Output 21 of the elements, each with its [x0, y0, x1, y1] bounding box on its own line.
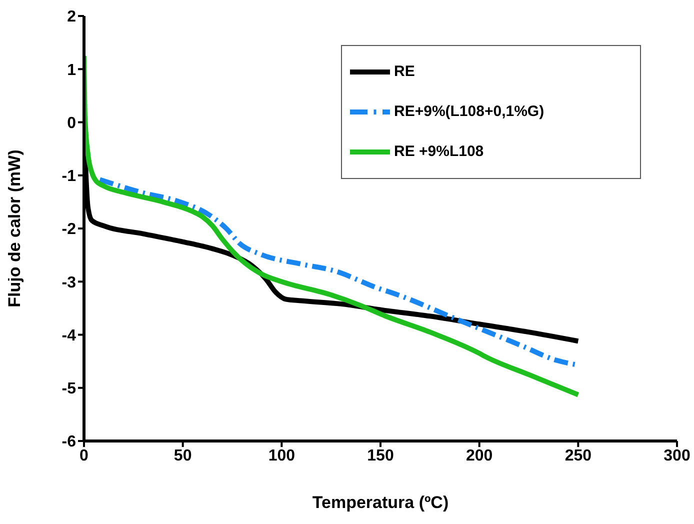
- legend-label: RE+9%(L108+0,1%G): [394, 103, 544, 120]
- y-tick-label: -3: [62, 274, 76, 292]
- x-tick-label: 100: [268, 447, 296, 464]
- x-tick-label: 150: [367, 447, 394, 464]
- legend-label: RE +9%L108: [394, 143, 484, 160]
- y-tick-label: -4: [62, 327, 76, 344]
- y-tick-label: -1: [62, 168, 76, 186]
- x-tick-label: 300: [664, 447, 690, 464]
- x-axis-title: Temperatura (ºC): [312, 493, 449, 512]
- y-tick-label: 1: [67, 62, 76, 79]
- y-tick-label: -2: [62, 221, 76, 238]
- y-tick-label: -5: [62, 380, 76, 398]
- y-tick-label: -6: [62, 434, 76, 451]
- x-tick-label: 50: [174, 447, 192, 464]
- x-tick-label: 200: [466, 447, 493, 464]
- x-tick-label: 0: [80, 447, 89, 464]
- y-tick-label: 2: [67, 8, 76, 26]
- legend-label: RE: [394, 63, 415, 80]
- x-tick-label: 250: [564, 447, 592, 464]
- y-tick-label: 0: [67, 114, 76, 132]
- y-axis-title: Flujo de calor (mW): [5, 150, 24, 308]
